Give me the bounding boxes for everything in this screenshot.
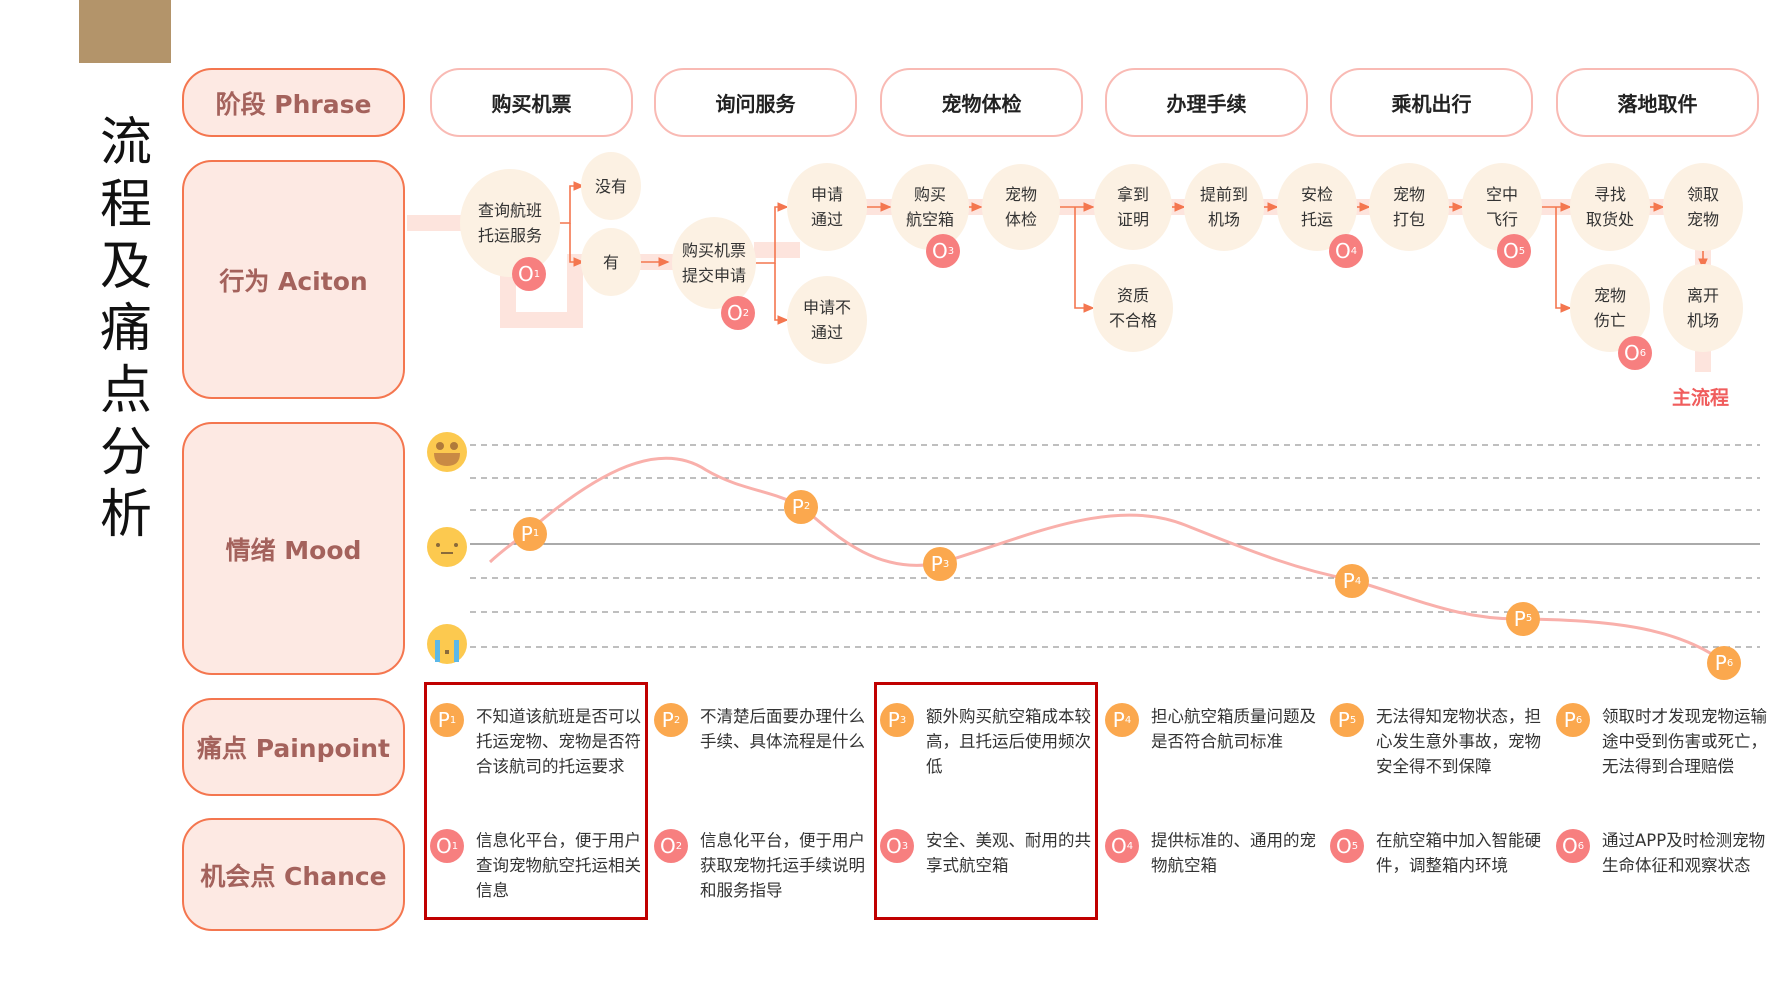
painpoint-text: 担心航空箱质量问题及是否符合航司标准 (1151, 707, 1316, 751)
action-node: 没有 (581, 152, 641, 220)
action-node: 申请不 通过 (787, 276, 867, 364)
painpoint-text: 不清楚后面要办理什么手续、具体流程是什么 (700, 707, 865, 751)
page-title: 流程及痛点分析 (100, 113, 153, 545)
main-flow-label: 主流程 (1672, 387, 1730, 409)
painpoint-text: 无法得知宠物状态，担心发生意外事故，宠物安全得不到保障 (1376, 707, 1541, 776)
chance-text: 在航空箱中加入智能硬件，调整箱内环境 (1376, 831, 1541, 875)
chance-text: 安全、美观、耐用的共享式航空箱 (926, 831, 1091, 875)
chance-text: 通过APP及时检测宠物生命体征和观察状态 (1602, 831, 1766, 875)
neutral-emoji-icon (427, 527, 467, 567)
action-node: 购买 航空箱 (891, 164, 969, 250)
stage-1: 购买机票 (430, 68, 633, 137)
crying-emoji-icon (427, 624, 467, 664)
action-node: 安检 托运 (1277, 163, 1357, 251)
chance-text: 提供标准的、通用的宠物航空箱 (1151, 831, 1316, 875)
action-node: 空中 飞行 (1462, 163, 1542, 251)
highlight-box (424, 682, 648, 920)
highlight-box (874, 682, 1098, 920)
stage-6: 落地取件 (1556, 68, 1759, 137)
action-node: 申请 通过 (787, 163, 867, 251)
chance-text: 信息化平台，便于用户获取宠物托运手续说明和服务指导 (700, 831, 865, 900)
row-label-chance: 机会点 Chance (182, 818, 405, 931)
happy-emoji-icon (427, 432, 467, 472)
row-label-action: 行为 Aciton (182, 160, 405, 399)
action-node: 购买机票 提交申请 (672, 217, 756, 309)
action-node: 寻找 取货处 (1570, 163, 1650, 251)
action-node: 宠物 体检 (982, 164, 1060, 250)
stage-3: 宠物体检 (880, 68, 1083, 137)
action-node: 离开 机场 (1663, 264, 1743, 352)
brand-block (79, 0, 171, 63)
action-node: 提前到 机场 (1184, 163, 1264, 251)
painpoint-text: 额外购买航空箱成本较高，且托运后使用频次低 (926, 707, 1091, 776)
action-node: 查询航班 托运服务 (460, 169, 560, 277)
row-label-mood: 情绪 Mood (182, 422, 405, 675)
row-label-painpoint: 痛点 Painpoint (182, 698, 405, 796)
stage-4: 办理手续 (1105, 68, 1308, 137)
stage-2: 询问服务 (654, 68, 857, 137)
action-node: 拿到 证明 (1094, 164, 1172, 250)
painpoint-text: 不知道该航班是否可以托运宠物、宠物是否符合该航司的托运要求 (476, 707, 641, 776)
flow-arrows (558, 181, 1708, 325)
chance-text: 信息化平台，便于用户查询宠物航空托运相关信息 (476, 831, 641, 900)
action-node: 资质 不合格 (1093, 264, 1173, 352)
row-label-phrase: 阶段 Phrase (182, 68, 405, 137)
mood-grid (470, 444, 1760, 648)
painpoint-text: 领取时才发现宠物运输途中受到伤害或死亡，无法得到合理赔偿 (1602, 707, 1767, 776)
mood-curve (488, 456, 1725, 664)
action-node: 有 (581, 228, 641, 296)
action-node: 领取 宠物 (1663, 163, 1743, 251)
action-node: 宠物 打包 (1369, 163, 1449, 251)
stage-5: 乘机出行 (1330, 68, 1533, 137)
